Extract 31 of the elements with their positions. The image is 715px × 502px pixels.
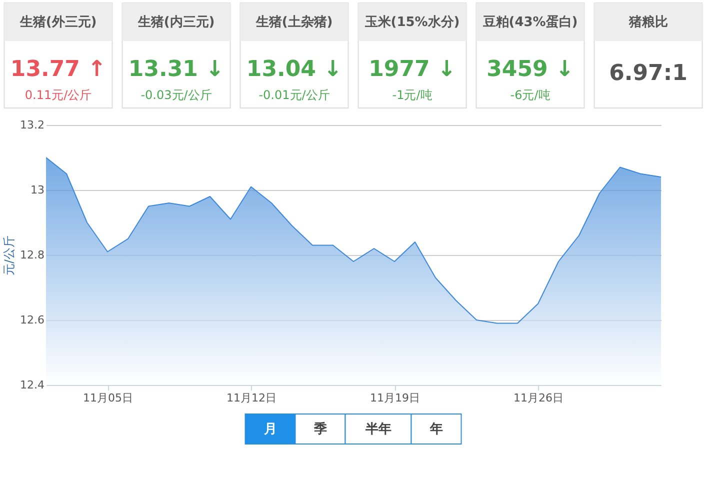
text: 半年 xyxy=(364,422,392,437)
text: 豆粕(43%蛋白) xyxy=(482,15,578,30)
y-tick-label: 12.4 xyxy=(20,378,44,392)
text: 生猪(土杂猪) xyxy=(254,15,333,30)
y-axis-title: 元/公斤 xyxy=(2,235,16,276)
text: 月 xyxy=(262,422,277,437)
text: 生猪(外三元) xyxy=(18,15,97,30)
text: -6元/吨 xyxy=(510,88,550,102)
text: -0.01元/公斤 xyxy=(258,88,330,102)
y-tick-label: 13.2 xyxy=(20,118,44,132)
text: 13.04 ↓ xyxy=(246,57,342,82)
y-tick-label: 12.6 xyxy=(20,314,44,326)
text: 猪粮比 xyxy=(628,14,668,30)
text: 13.31 ↓ xyxy=(128,57,224,82)
x-tick-label: 11月12日 xyxy=(226,392,276,404)
text: 6.97:1 xyxy=(609,61,688,86)
y-tick-label: 13 xyxy=(30,184,44,196)
y-tick-label: 12.8 xyxy=(20,248,44,262)
text: 3459 ↓ xyxy=(486,57,574,82)
x-tick-label: 11月19日 xyxy=(370,392,420,404)
text: 0.11元/公斤 xyxy=(24,88,92,102)
x-tick-label: 11月05日 xyxy=(83,392,133,404)
text: 玉米(15%水分) xyxy=(364,15,460,30)
text: 1977 ↓ xyxy=(368,57,456,82)
text: 生猪(内三元) xyxy=(136,15,215,30)
x-tick-label: 11月26日 xyxy=(514,392,564,404)
text: 季 xyxy=(312,421,327,437)
text: 13.77 ↑ xyxy=(10,57,106,82)
text: -1元/吨 xyxy=(392,88,432,102)
text: -0.03元/公斤 xyxy=(140,88,212,102)
text: 年 xyxy=(428,422,443,437)
